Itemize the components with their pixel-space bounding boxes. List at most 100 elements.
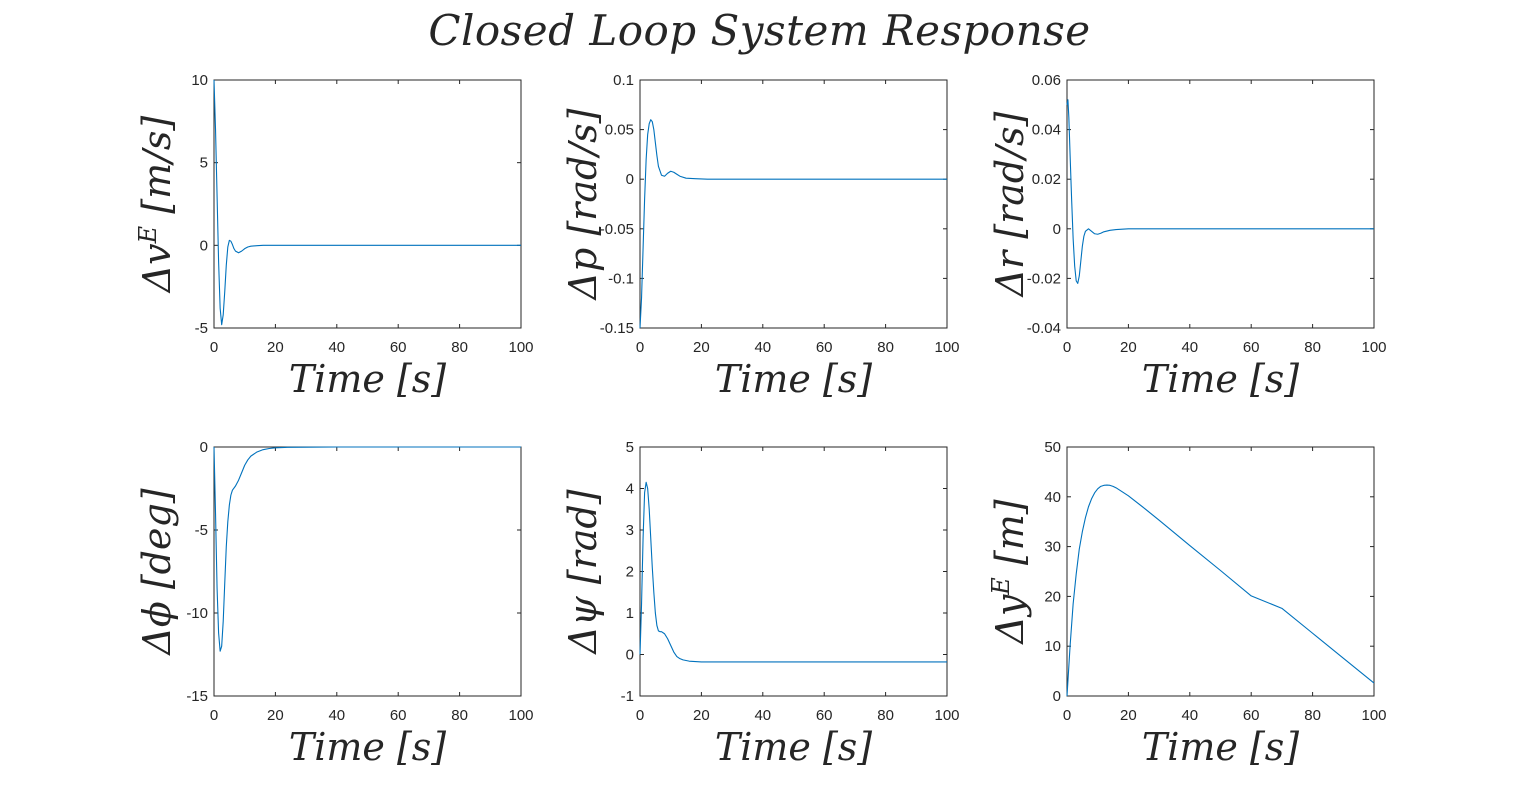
plot-area-frame [213, 79, 522, 329]
y-tick-label: -10 [186, 605, 208, 622]
x-tick-label: 80 [1304, 339, 1321, 356]
y-axis-label: Δp [rad/s] [561, 108, 605, 301]
x-tick-label: 0 [636, 707, 644, 724]
x-axis-label: Time [s] [715, 725, 872, 769]
y-tick-label: 0 [200, 237, 208, 254]
y-axis-label: ΔyE [m] [987, 499, 1032, 645]
y-tick-label: 0.05 [605, 122, 634, 139]
x-tick-label: 80 [1304, 707, 1321, 724]
x-tick-label: 80 [451, 339, 468, 356]
y-tick-label: 50 [1044, 439, 1061, 456]
x-tick-label: 20 [267, 339, 284, 356]
x-axis-label: Time [s] [289, 725, 446, 769]
x-tick-label: 0 [210, 707, 218, 724]
y-tick-label: 40 [1044, 489, 1061, 506]
x-tick-label: 40 [1181, 707, 1198, 724]
x-tick-label: 20 [267, 707, 284, 724]
x-tick-label: 100 [1361, 339, 1386, 356]
y-tick-label: 1 [626, 605, 634, 622]
subplot-3: 0 20 40 60 80 100 -0.04 -0.02 0 0.02 0.04 0.06 Time … [988, 72, 1387, 401]
series-line-1 [639, 481, 947, 663]
y-tick-label: 3 [626, 522, 634, 539]
x-tick-label: 60 [390, 707, 407, 724]
y-tick-label: 20 [1044, 588, 1061, 605]
y-axis-label: Δψ [rad] [561, 489, 605, 655]
series-line-1 [1066, 99, 1374, 284]
x-tick-label: 60 [816, 707, 833, 724]
x-tick-label: 60 [390, 339, 407, 356]
figure-title: Closed Loop System Response [428, 6, 1091, 55]
y-tick-label: 10 [1044, 638, 1061, 655]
y-tick-label: 0 [1053, 221, 1061, 238]
x-tick-label: 40 [754, 707, 771, 724]
x-tick-label: 80 [451, 707, 468, 724]
x-tick-label: 80 [877, 339, 894, 356]
x-tick-label: 20 [1120, 707, 1137, 724]
x-tick-label: 80 [877, 707, 894, 724]
y-tick-label: 0 [1053, 688, 1061, 705]
x-tick-label: 100 [934, 339, 959, 356]
plot-area-frame [639, 446, 948, 697]
y-axis-label: ΔvE [m/s] [134, 116, 179, 295]
y-tick-label: 0 [626, 647, 634, 664]
x-axis-label: Time [s] [715, 357, 872, 401]
x-axis-label: Time [s] [1142, 357, 1299, 401]
y-tick-label: 5 [200, 155, 208, 172]
x-tick-label: 20 [693, 707, 710, 724]
y-tick-label: -0.15 [600, 320, 634, 337]
x-tick-label: 20 [693, 339, 710, 356]
subplot-2: 0 20 40 60 80 100 -0.15 -0.1 -0.05 0 0.05 0.1 Time [… [561, 72, 960, 401]
x-tick-label: 0 [1063, 707, 1071, 724]
x-tick-label: 0 [210, 339, 218, 356]
x-tick-label: 100 [1361, 707, 1386, 724]
y-tick-label: 0 [200, 439, 208, 456]
x-tick-label: 100 [508, 707, 533, 724]
x-tick-label: 60 [816, 339, 833, 356]
y-tick-label: 2 [626, 564, 634, 581]
x-axis-label: Time [s] [289, 357, 446, 401]
x-tick-label: 40 [754, 339, 771, 356]
subplot-6: 0 20 40 60 80 100 0 10 20 30 40 50 Time [s] ΔyE [m] [987, 439, 1387, 769]
y-tick-label: 10 [191, 72, 208, 89]
y-tick-label: -0.02 [1027, 270, 1061, 287]
y-tick-label: 30 [1044, 539, 1061, 556]
series-line-1 [213, 446, 521, 652]
x-tick-label: 100 [508, 339, 533, 356]
y-tick-label: 0.04 [1032, 122, 1061, 139]
y-tick-label: -0.04 [1027, 320, 1061, 337]
x-tick-label: 60 [1243, 707, 1260, 724]
y-tick-label: -5 [195, 522, 208, 539]
series-line-1 [1066, 484, 1375, 697]
y-tick-label: 5 [626, 439, 634, 456]
x-tick-label: 0 [636, 339, 644, 356]
x-tick-label: 40 [328, 339, 345, 356]
x-tick-label: 20 [1120, 339, 1137, 356]
series-line-1 [213, 79, 521, 326]
plot-area-frame [213, 446, 522, 697]
y-tick-label: 0.1 [613, 72, 634, 89]
y-tick-label: 0.02 [1032, 171, 1061, 188]
x-tick-label: 40 [328, 707, 345, 724]
y-tick-label: -0.05 [600, 221, 634, 238]
y-axis-label: Δϕ [deg] [135, 488, 179, 656]
plot-area-frame [1066, 446, 1375, 697]
y-tick-label: 0.06 [1032, 72, 1061, 89]
x-tick-label: 0 [1063, 339, 1071, 356]
x-tick-label: 60 [1243, 339, 1260, 356]
x-tick-label: 100 [934, 707, 959, 724]
y-tick-label: -1 [621, 688, 634, 705]
y-tick-label: -0.1 [608, 270, 634, 287]
x-axis-label: Time [s] [1142, 725, 1299, 769]
y-tick-label: 4 [626, 481, 634, 498]
y-tick-label: 0 [626, 171, 634, 188]
subplot-4: 0 20 40 60 80 100 -15 -10 -5 0 Time [s] Δϕ [deg] [135, 439, 534, 769]
x-tick-label: 40 [1181, 339, 1198, 356]
y-tick-label: -5 [195, 320, 208, 337]
plot-area-frame [639, 79, 948, 329]
y-tick-label: -15 [186, 688, 208, 705]
y-axis-label: Δr [rad/s] [988, 111, 1032, 298]
plot-area-frame [1066, 79, 1375, 329]
